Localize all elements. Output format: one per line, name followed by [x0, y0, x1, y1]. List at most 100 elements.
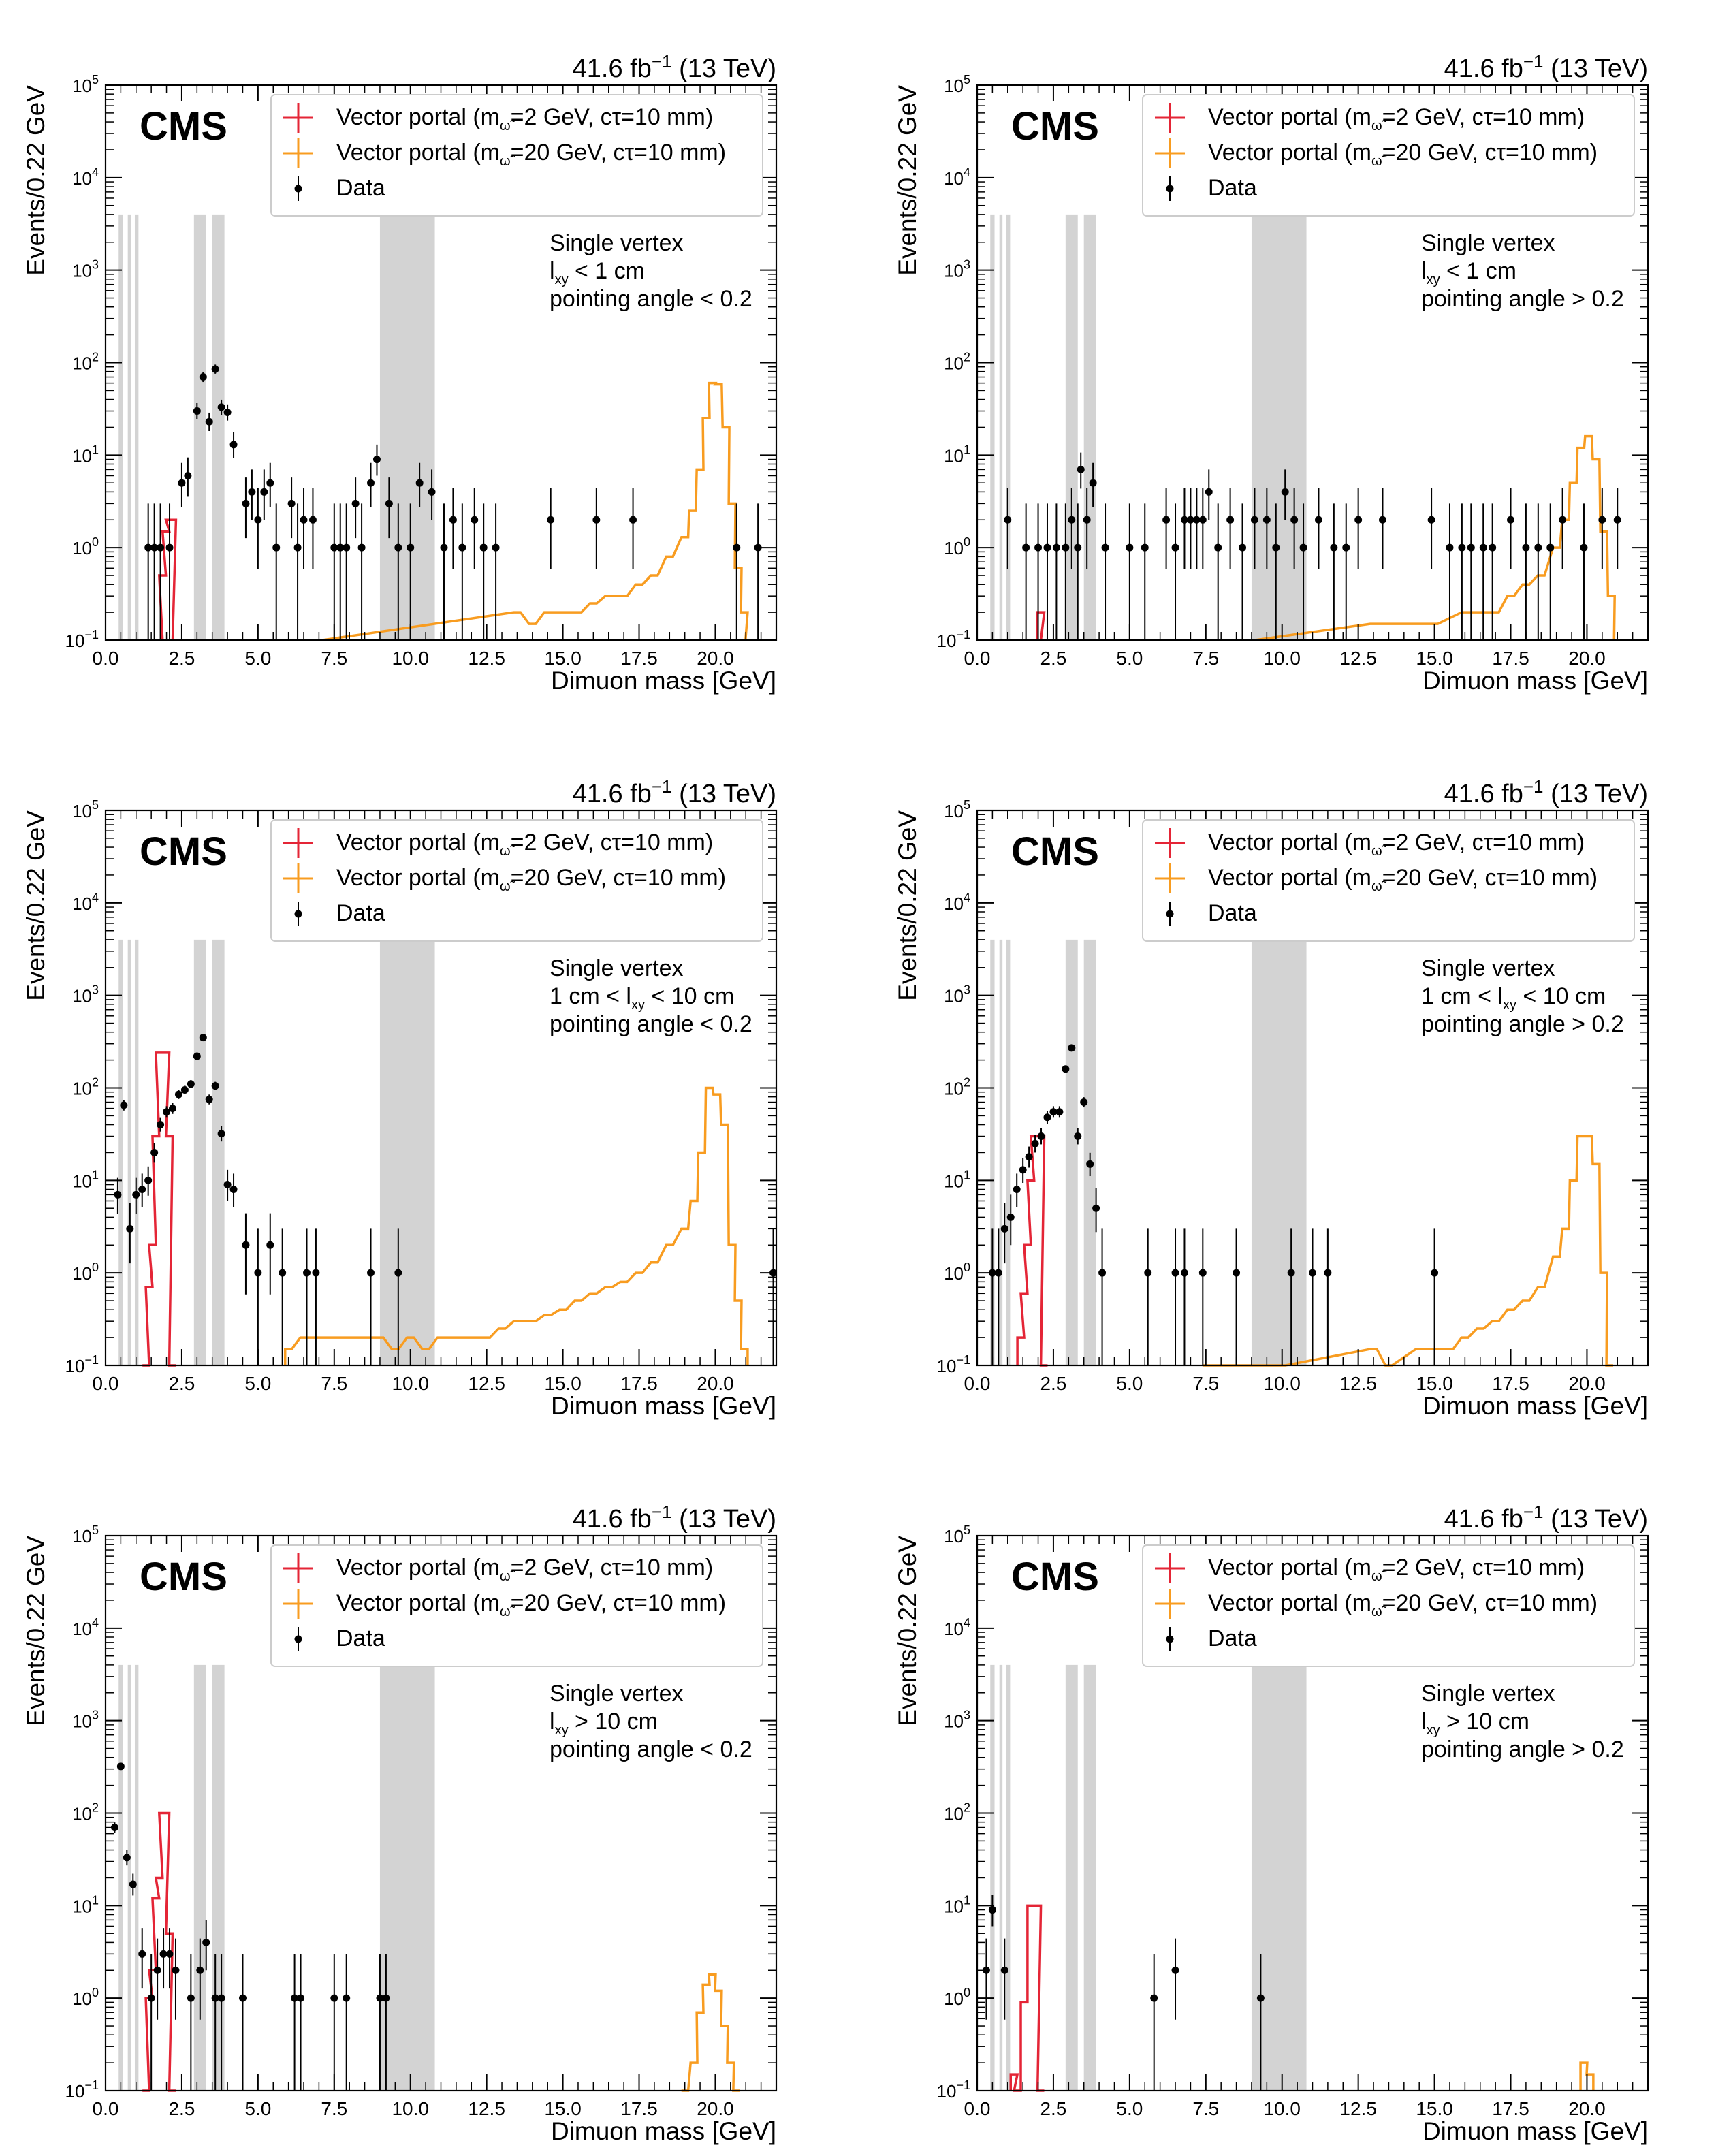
data-point — [1083, 516, 1091, 524]
y-axis-label: Events/0.22 GeV — [22, 85, 50, 276]
panel-6: 0.0 2.5 5.0 7.5 10.0 12.5 15.0 17.5 20.0 10−1 100 1… — [893, 1502, 1649, 2145]
y-tick-label: 105 — [944, 73, 970, 96]
data-point — [1613, 516, 1621, 524]
data-point — [1171, 1269, 1179, 1277]
x-tick-label: 12.5 — [468, 2098, 505, 2119]
signal-2gev-histogram — [1036, 611, 1048, 641]
x-tick-label: 2.5 — [1040, 1373, 1066, 1394]
x-tick-label: 7.5 — [1192, 648, 1219, 669]
x-tick-label: 2.5 — [1040, 2098, 1066, 2119]
category-line-2: lxy < 1 cm — [1421, 258, 1516, 287]
data-point — [1098, 1269, 1107, 1277]
signal-20gev-histogram — [283, 1086, 749, 1365]
legend-entry-label: Vector portal (mω̃=2 GeV, cτ=10 mm) — [1208, 1555, 1585, 1584]
data-point — [254, 516, 262, 524]
data-point — [1077, 465, 1085, 473]
data-point — [1037, 1132, 1045, 1141]
x-tick-label: 17.5 — [620, 2098, 658, 2119]
data-point — [205, 1095, 213, 1103]
x-tick-label: 10.0 — [1263, 2098, 1301, 2119]
vetoed-region — [1251, 1664, 1307, 2091]
data-point — [1141, 543, 1149, 552]
legend-entry-label: Vector portal (mω̃=2 GeV, cτ=10 mm) — [336, 104, 713, 133]
x-tick-label: 15.0 — [544, 648, 582, 669]
cms-label: CMS — [140, 104, 227, 148]
y-tick-label: 10−1 — [937, 2078, 970, 2102]
x-tick-label: 0.0 — [964, 1373, 991, 1394]
data-point — [1013, 1185, 1021, 1193]
data-point — [1052, 543, 1060, 552]
category-line-1: Single vertex — [1421, 955, 1555, 981]
data-point — [1534, 543, 1542, 552]
x-tick-label: 17.5 — [1492, 648, 1529, 669]
data-point — [394, 1269, 402, 1277]
x-tick-label: 0.0 — [93, 1373, 119, 1394]
category-line-3: pointing angle > 0.2 — [1421, 1737, 1624, 1762]
legend-box — [270, 819, 763, 942]
data-point — [217, 403, 225, 411]
data-point — [157, 543, 165, 552]
data-point — [1186, 516, 1194, 524]
data-point — [165, 543, 174, 552]
legend-entry-label: Vector portal (mω̃=2 GeV, cτ=10 mm) — [1208, 829, 1585, 859]
legend-data-marker — [1166, 910, 1174, 918]
vetoed-region — [1065, 214, 1078, 640]
data-point — [1000, 1966, 1008, 1974]
data-point — [287, 499, 296, 507]
data-point — [1522, 543, 1530, 552]
data-point — [385, 499, 393, 507]
signal-2gev-histogram — [155, 518, 180, 641]
data-point — [1171, 1966, 1179, 1974]
data-point — [114, 1190, 122, 1199]
data-point — [187, 1080, 195, 1088]
data-point — [1559, 516, 1567, 524]
data-point — [1000, 1224, 1008, 1233]
data-point — [217, 1994, 225, 2002]
cms-label: CMS — [1011, 829, 1099, 874]
x-tick-label: 0.0 — [93, 2098, 119, 2119]
x-tick-label: 17.5 — [1492, 1373, 1529, 1394]
data-point — [1049, 1108, 1058, 1116]
data-point — [196, 1966, 204, 1974]
data-point — [150, 1148, 159, 1156]
vetoed-region — [1006, 939, 1011, 1365]
data-point — [1507, 516, 1515, 524]
x-tick-label: 0.0 — [964, 648, 991, 669]
x-tick-label: 20.0 — [1568, 2098, 1606, 2119]
data-point — [343, 1994, 351, 2002]
x-axis-label: Dimuon mass [GeV] — [551, 1392, 776, 1420]
data-point — [367, 1269, 375, 1277]
vetoed-region — [212, 939, 225, 1365]
data-point — [279, 1269, 287, 1277]
data-point — [343, 543, 351, 552]
data-point — [174, 1090, 182, 1098]
data-point — [1256, 1994, 1265, 2002]
data-point — [1489, 543, 1497, 552]
data-point — [1031, 1139, 1039, 1147]
signal-20gev-histogram — [1579, 2061, 1595, 2091]
data-point — [1019, 1166, 1027, 1174]
signal-20gev-histogram — [681, 1973, 740, 2092]
data-point — [547, 516, 555, 524]
y-tick-label: 101 — [72, 443, 99, 466]
x-tick-label: 12.5 — [1339, 648, 1377, 669]
data-point — [1080, 1098, 1088, 1107]
legend-entry-label: Data — [336, 900, 385, 926]
x-axis-label: Dimuon mass [GeV] — [1423, 1392, 1648, 1420]
data-point — [994, 1269, 1002, 1277]
vetoed-region — [212, 1664, 225, 2091]
y-tick-label: 101 — [72, 1893, 99, 1916]
data-point — [178, 479, 186, 487]
vetoed-region — [118, 214, 123, 640]
data-point — [1198, 1269, 1207, 1277]
data-point — [211, 365, 219, 373]
x-tick-label: 5.0 — [1116, 1373, 1143, 1394]
y-tick-label: 100 — [944, 1986, 970, 2009]
x-tick-label: 7.5 — [321, 1373, 347, 1394]
y-tick-label: 10−1 — [65, 2078, 99, 2102]
y-axis-label: Events/0.22 GeV — [22, 810, 50, 1001]
data-point — [982, 1966, 990, 1974]
data-point — [1314, 516, 1322, 524]
category-line-2: lxy > 10 cm — [1421, 1709, 1529, 1738]
data-point — [428, 488, 436, 496]
